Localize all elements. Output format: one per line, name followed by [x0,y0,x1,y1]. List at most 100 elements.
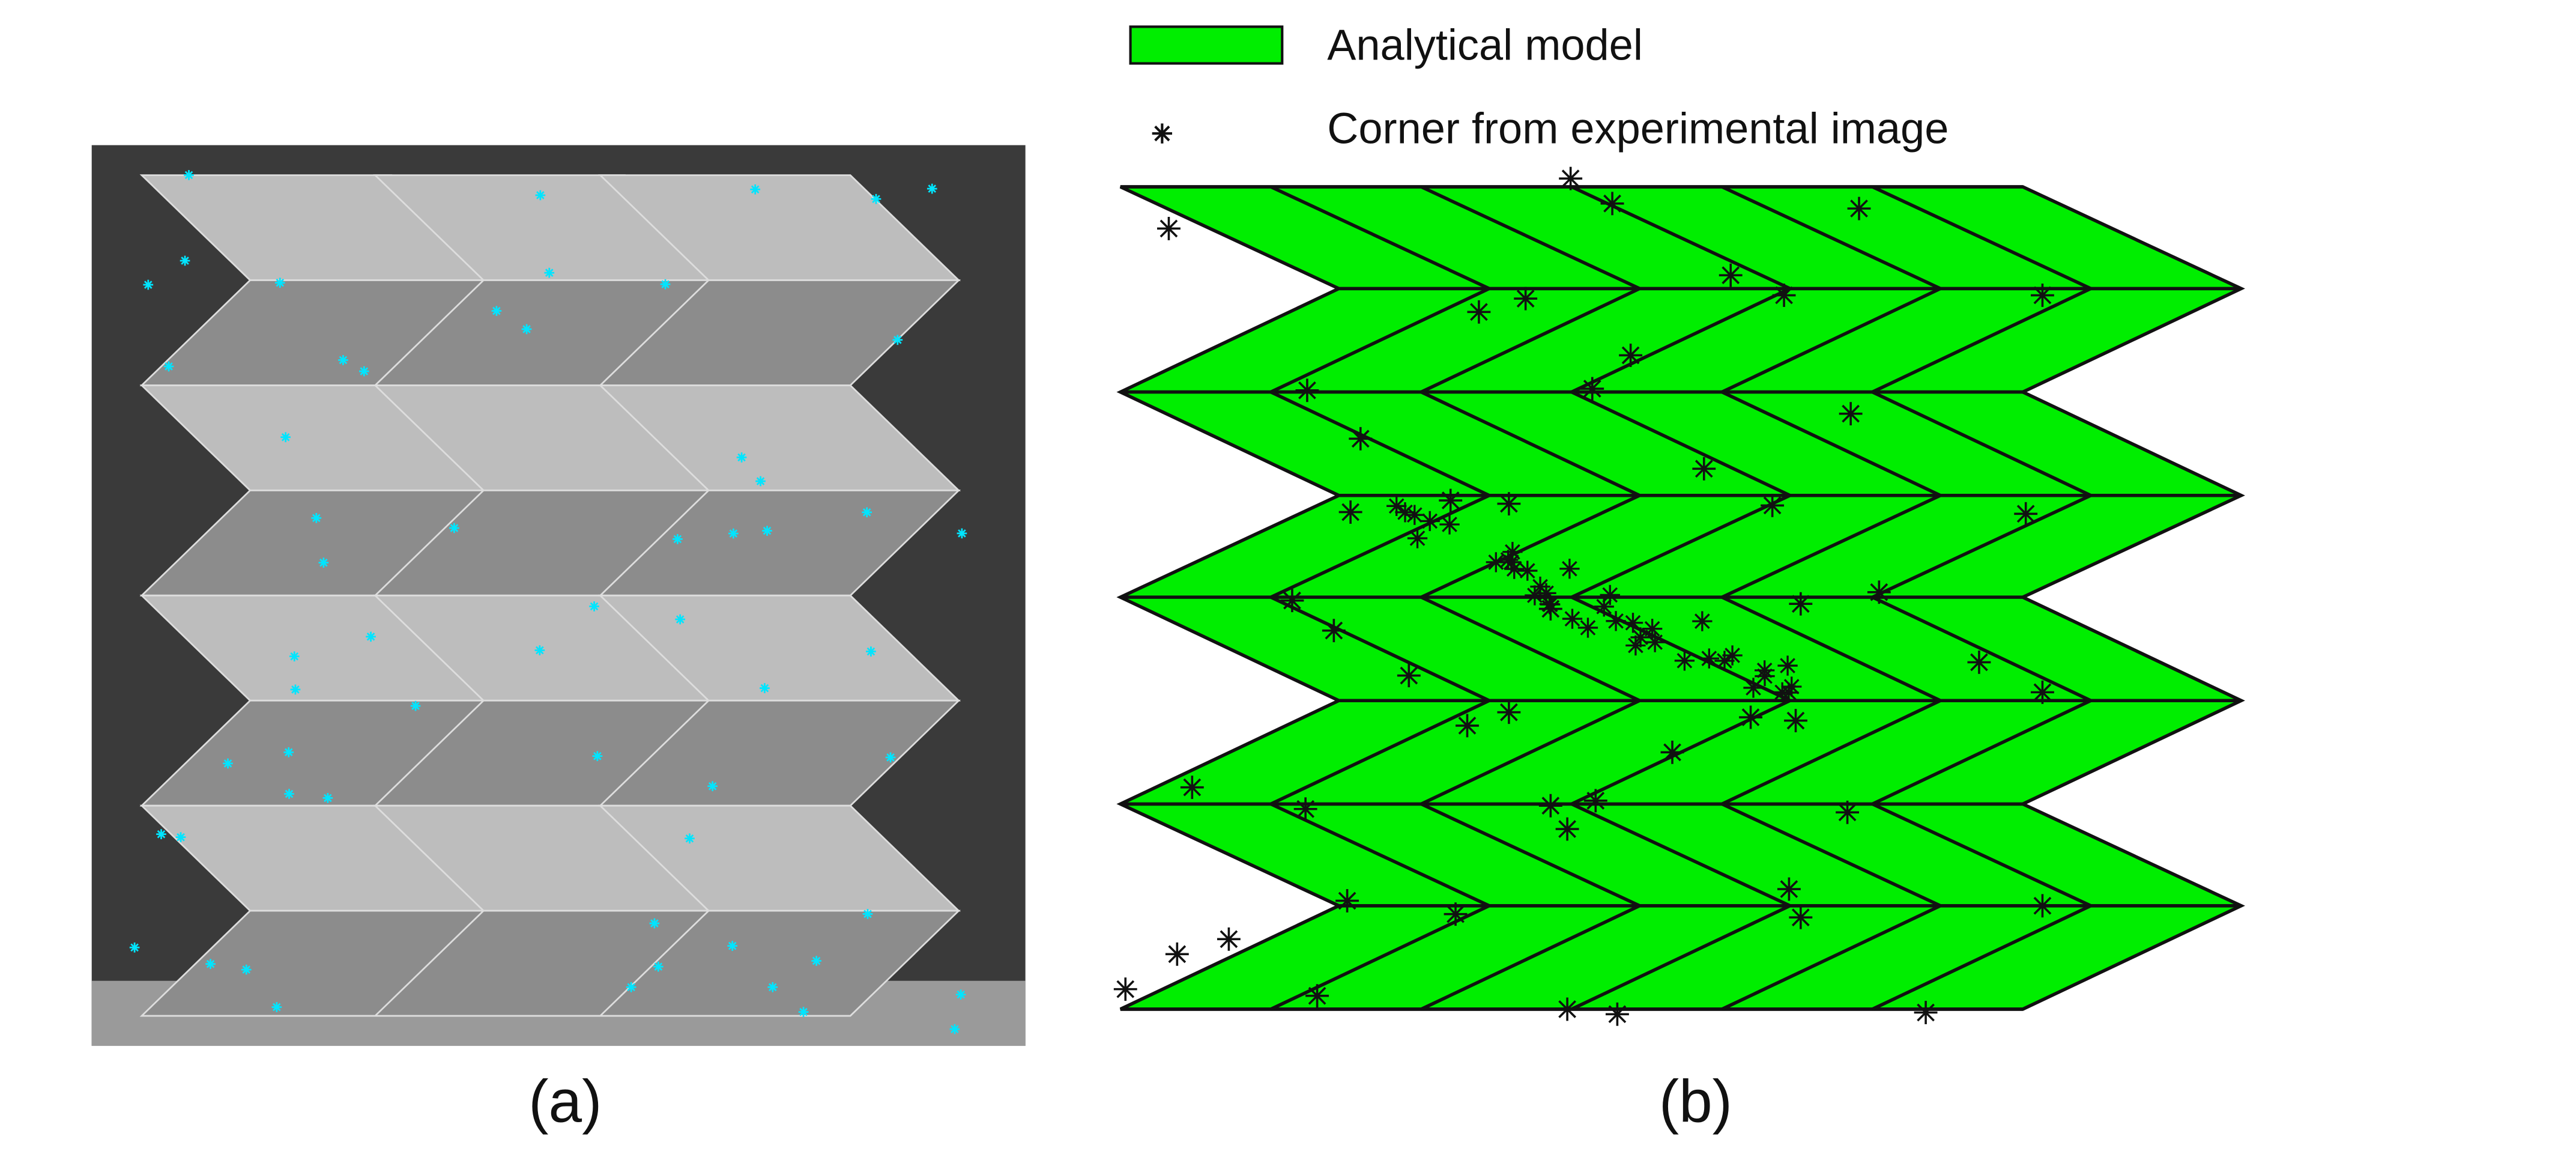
star-stroke [951,1025,959,1033]
star-stroke [886,753,895,762]
star-stroke [676,615,685,624]
star-stroke [1870,583,1888,601]
star-stroke [708,782,717,791]
fold-line [1571,904,1791,1011]
star-stroke [1970,653,1988,672]
fold-line [1571,802,1791,908]
fold-line [1420,595,1640,702]
star-stroke [536,191,545,199]
star-stroke [130,943,139,952]
fold-line [1872,390,2092,497]
star-stroke [1562,560,1577,577]
star-stroke [1516,290,1535,308]
star-stroke [661,280,670,289]
star-stroke [1677,652,1693,669]
star-stroke [768,983,777,992]
star-stroke [1775,286,1793,305]
star-stroke [339,356,348,365]
star-stroke [1647,634,1663,650]
star-stroke [1603,194,1621,213]
star-stroke [737,453,746,462]
star-stroke [863,909,872,919]
star-stroke [366,633,375,641]
legend-label: Corner from experimental image [1327,105,1949,153]
star-stroke [1397,504,1413,520]
star-stroke [1644,621,1660,637]
star-stroke [1541,596,1558,612]
star-stroke [1917,1003,1935,1022]
star-stroke [1447,905,1465,923]
star-stroke [1628,637,1643,654]
star-stroke [1741,708,1760,726]
star-stroke [165,362,173,371]
star-stroke [1791,595,1810,613]
star-stroke [1780,658,1795,673]
fold-line [1872,904,2092,1011]
star-stroke [1717,653,1732,669]
star-stroke [1596,598,1612,615]
star-stroke [893,336,902,344]
star-stroke [1695,460,1713,478]
fold-line [1270,802,1490,908]
star-stroke [2033,896,2052,915]
star-stroke [181,257,189,265]
star-stroke [276,278,285,287]
star-stroke [1409,530,1426,546]
fold-line [1872,287,2092,394]
star-stroke [673,535,682,544]
star-stroke [1458,717,1477,735]
star-stroke [1694,613,1710,629]
star-stroke [290,652,299,661]
fold-line [1872,802,2092,908]
fold-line [1270,699,1490,806]
star-stroke [1388,498,1404,514]
legend-marker [1152,123,1173,144]
fold-line [1571,494,1791,599]
star-stroke [1608,1005,1627,1024]
star-stroke [1116,980,1135,998]
fold-line [1721,185,1941,290]
star-stroke [1602,587,1618,603]
fold-line [1721,904,1941,1011]
star-stroke [957,990,966,999]
star-stroke [872,195,880,204]
star-stroke [1564,611,1580,627]
star-stroke [763,526,772,535]
star-stroke [184,171,193,180]
star-stroke [650,919,659,928]
star-stroke [450,524,459,532]
star-stroke [1780,880,1798,898]
star-stroke [627,983,635,992]
star-stroke [177,833,185,842]
star-stroke [1527,588,1543,603]
star-stroke [799,1007,808,1016]
star-stroke [242,965,251,974]
fold-line [1270,287,1490,394]
star-stroke [756,477,765,485]
star-stroke [492,306,501,315]
star-stroke [728,941,737,950]
fold-line [1270,904,1490,1011]
star-stroke [1338,891,1356,910]
star-stroke [1488,554,1504,570]
star-stroke [1791,908,1810,927]
legend-label: Analytical model [1327,22,1643,70]
star-stroke [312,514,321,523]
star-stroke [1505,544,1520,560]
fold-line [1721,595,1941,702]
star-stroke [1154,126,1170,142]
star-stroke [324,794,332,803]
star-stroke [1500,494,1518,513]
star-stroke [1442,517,1457,532]
fold-line [1721,390,1941,497]
star-stroke [1220,930,1238,949]
fold-line [1420,390,1640,497]
fold-line [1721,699,1941,806]
star-stroke [1351,430,1370,448]
star-stroke [1558,820,1576,838]
fold-line [1420,185,1640,290]
legend-swatch [1129,25,1284,65]
experimental-corners [1113,166,2054,1026]
star-stroke [685,834,694,843]
